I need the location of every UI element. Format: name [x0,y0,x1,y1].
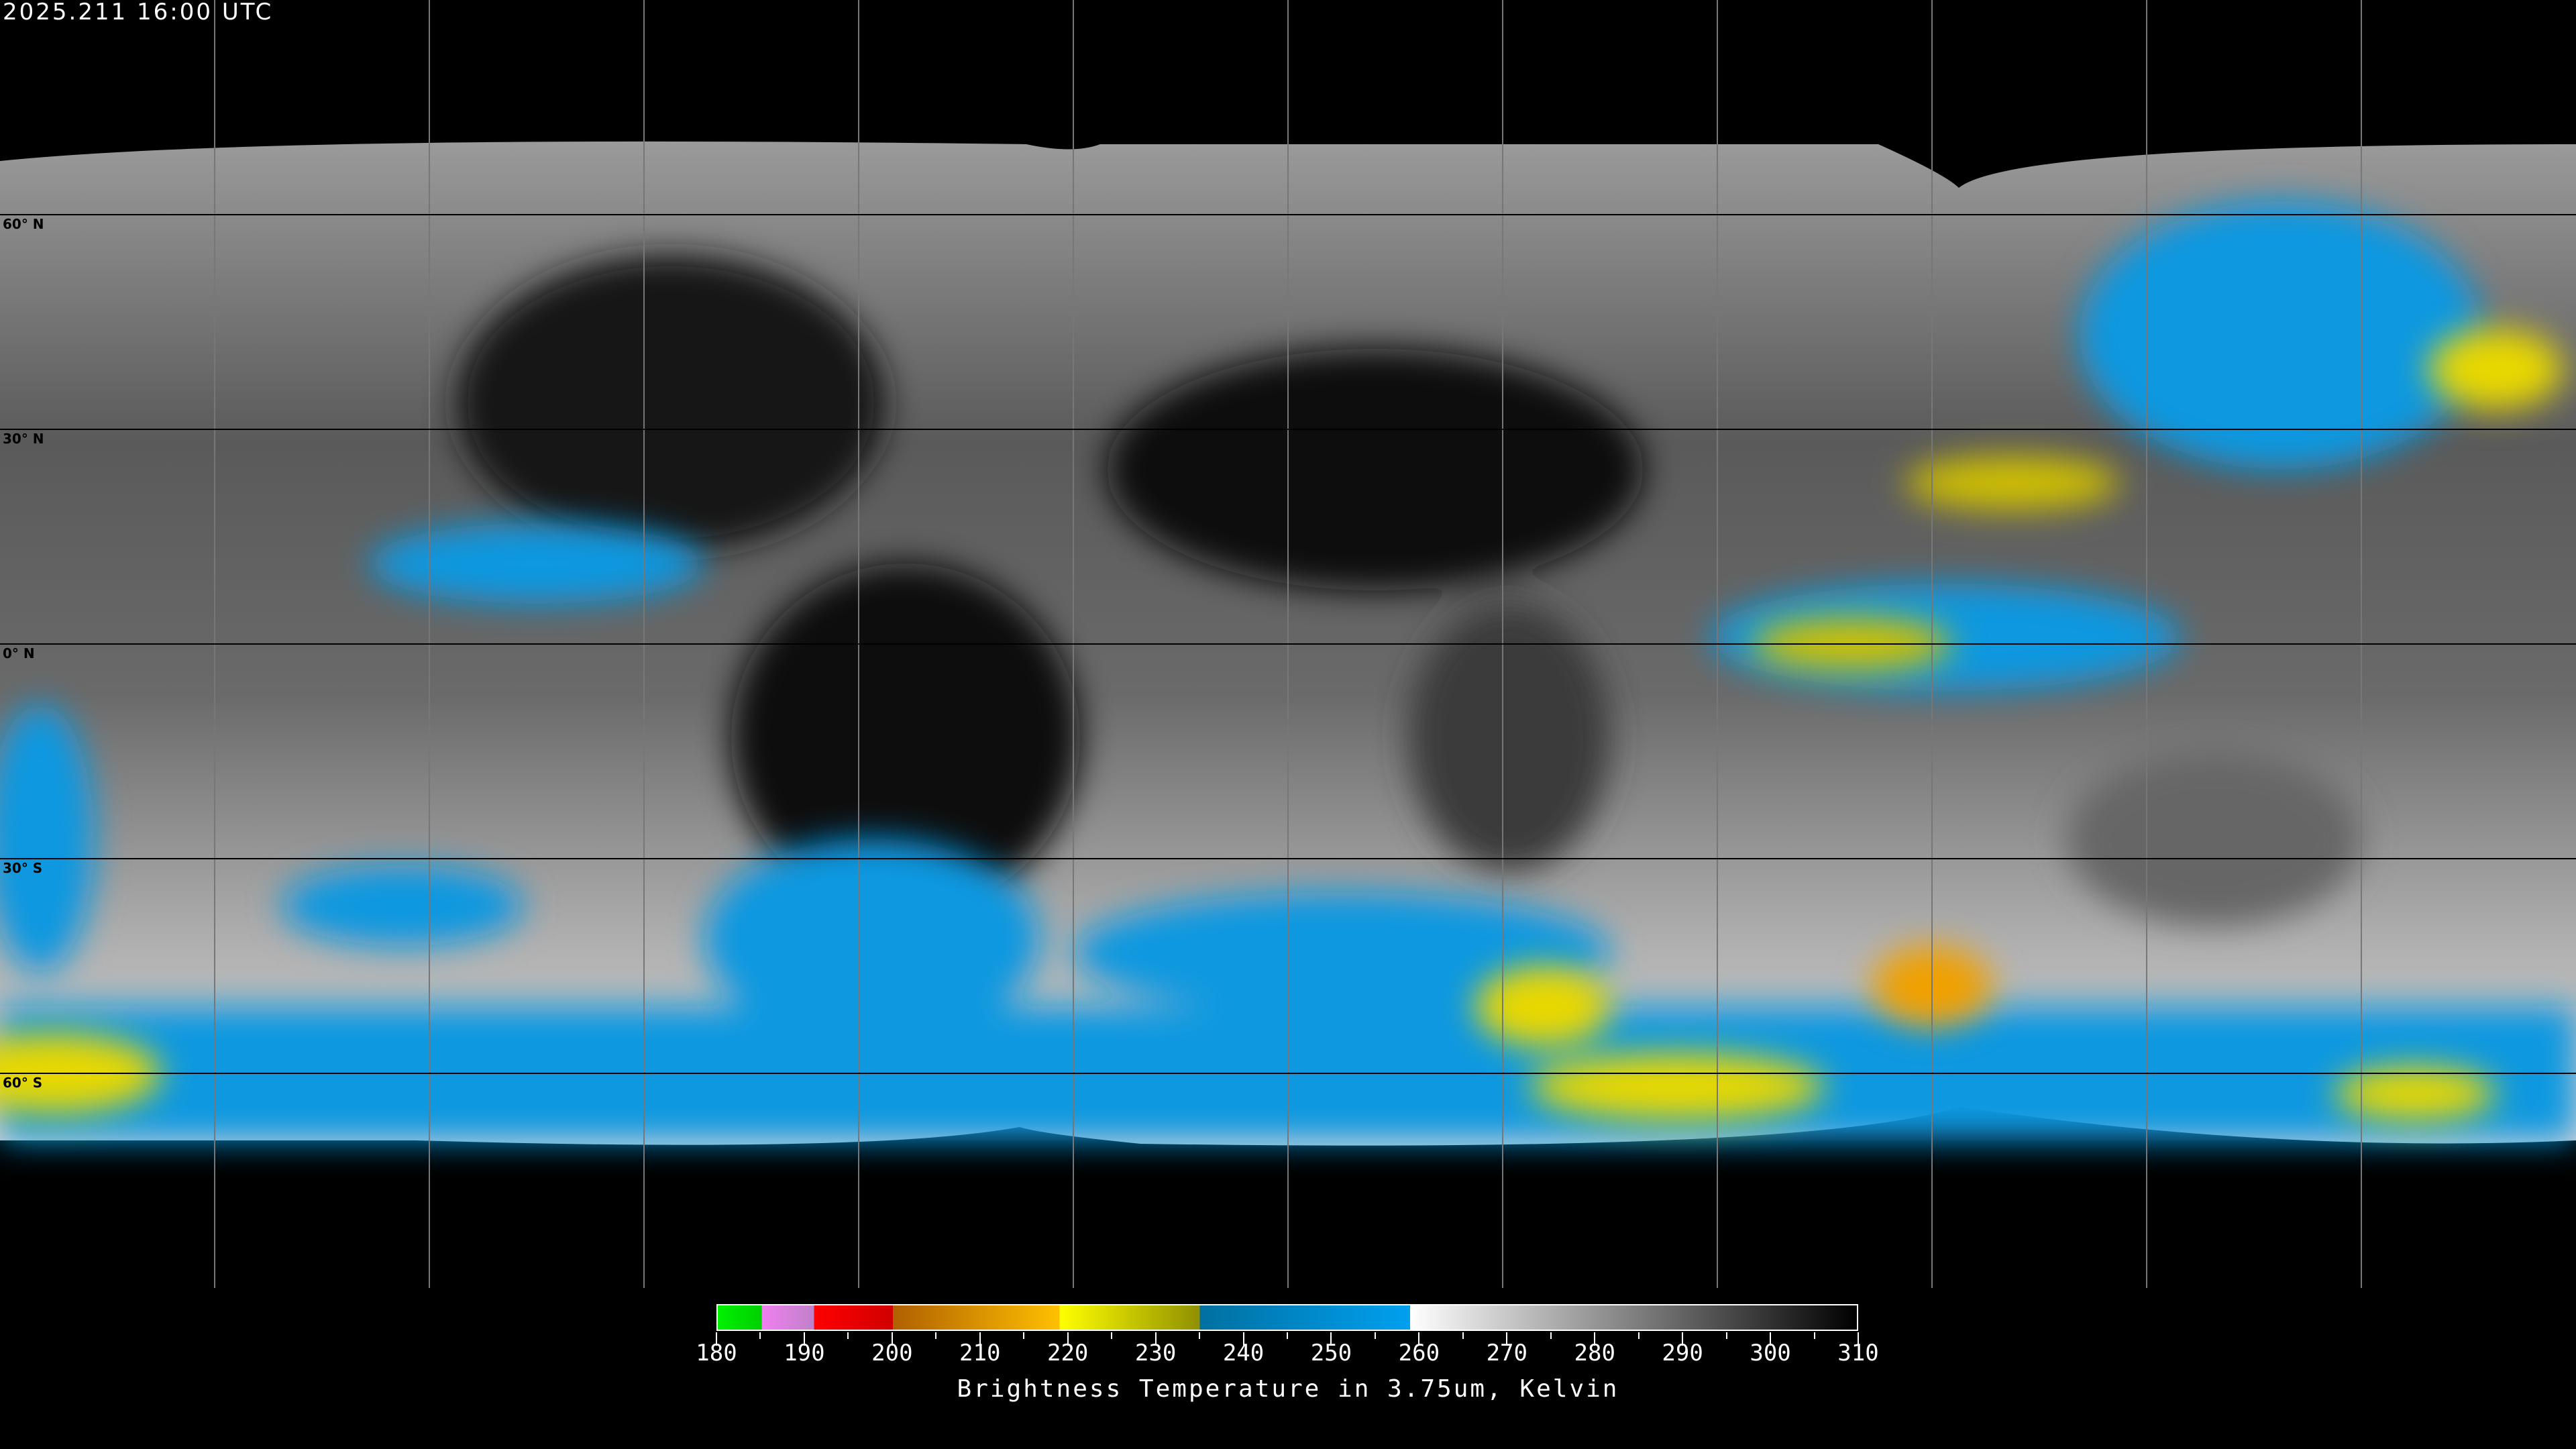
colorbar-tick [1550,1332,1552,1339]
colorbar-tick [1813,1332,1815,1339]
colorbar-tick [1067,1332,1069,1346]
dark-land-regions [456,255,2361,926]
colorbar-tick [1725,1332,1727,1339]
colorbar-tick [1199,1332,1201,1339]
colorbar-tick [1111,1332,1113,1339]
lat-label-30n: 30° N [3,431,44,447]
colorbar-tick-label: 220 [1046,1340,1089,1366]
colorbar-tick-label: 210 [959,1340,1001,1366]
colorbar [716,1304,1858,1331]
colorbar-tick-label: 180 [696,1340,737,1366]
colorbar-tick-label: 300 [1750,1340,1791,1366]
colorbar-tick [716,1332,717,1346]
colorbar-tick-label: 310 [1837,1340,1879,1366]
timestamp: 2025.211 16:00 UTC [3,0,274,25]
colorbar-tick [1023,1332,1025,1339]
lat-lon-grid [214,0,2362,1288]
colorbar-tick [1418,1332,1420,1346]
colorbar-tick-label: 270 [1486,1340,1528,1366]
colorbar-tick [1638,1332,1640,1339]
colorbar-tick [1594,1332,1596,1346]
colorbar-tick [759,1332,761,1339]
lat-label-0n: 0° N [3,645,35,661]
colorbar-tick-label: 250 [1310,1340,1352,1366]
colorbar-tick-label: 190 [784,1340,825,1366]
colorbar-tick-label: 200 [871,1340,913,1366]
colorbar-tick [803,1332,805,1346]
colorbar-tick [1287,1332,1288,1339]
colorbar-tick [1506,1332,1508,1346]
colorbar-tick [847,1332,849,1339]
colorbar-tick-label: 240 [1222,1340,1265,1366]
colorbar-tick-label: 230 [1134,1340,1177,1366]
colorbar-tick [1374,1332,1376,1339]
colorbar-tick-label: 280 [1574,1340,1615,1366]
colorbar-tick-label: 290 [1662,1340,1703,1366]
colorbar-tick [1770,1332,1772,1346]
colorbar-tick [935,1332,937,1339]
colorbar-tick [1682,1332,1684,1346]
colorbar-tick [1330,1332,1332,1346]
lat-label-60s: 60° S [3,1075,43,1091]
colorbar-tick [979,1332,981,1346]
satellite-map [0,0,2576,1288]
colorbar-tick [1462,1332,1464,1339]
colorbar-tick [1155,1332,1157,1346]
colorbar-tick [891,1332,893,1346]
colorbar-tick [1242,1332,1244,1346]
lat-label-60n: 60° N [3,216,44,232]
lat-label-30s: 30° S [3,860,43,876]
colorbar-tick [1858,1332,1859,1346]
colorbar-title: Brightness Temperature in 3.75um, Kelvin [957,1375,1619,1403]
colorbar-tick-label: 260 [1398,1340,1440,1366]
